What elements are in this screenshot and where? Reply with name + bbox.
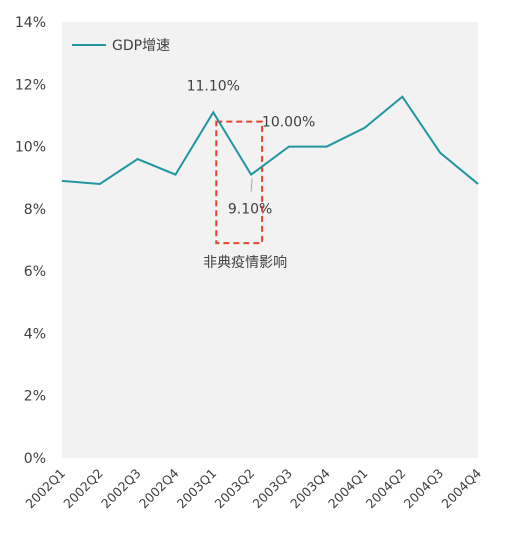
y-tick-label: 2%: [24, 389, 46, 405]
y-tick-label: 10%: [15, 140, 46, 156]
x-tick-label: 2002Q3: [98, 466, 144, 512]
x-tick-label: 2003Q4: [287, 465, 333, 511]
x-tick-label: 2003Q2: [212, 466, 258, 512]
x-tick-label: 2002Q2: [60, 466, 106, 512]
plot-area: [62, 22, 478, 458]
x-tick-label: 2002Q4: [136, 465, 182, 511]
y-tick-label: 12%: [15, 77, 46, 93]
data-point: [173, 173, 177, 177]
data-point: [249, 173, 253, 177]
y-tick-label: 4%: [24, 326, 46, 342]
x-tick-label: 2002Q1: [22, 466, 68, 512]
data-point: [211, 110, 215, 114]
x-tick-label: 2004Q4: [438, 465, 484, 511]
x-tick-label: 2004Q3: [401, 466, 447, 512]
y-tick-label: 14%: [15, 15, 46, 31]
gdp-growth-line: [61, 95, 479, 185]
data-point: [476, 182, 480, 186]
annotation-9-10: 9.10%: [228, 202, 272, 218]
y-tick-label: 0%: [24, 451, 46, 467]
x-tick-label: 2003Q1: [174, 466, 220, 512]
x-tick-label: 2003Q3: [249, 466, 295, 512]
data-point: [400, 95, 404, 99]
annotation-sars-impact: 非典疫情影响: [203, 255, 287, 271]
y-tick-label: 8%: [24, 202, 46, 218]
legend-label: GDP增速: [112, 38, 170, 54]
y-tick-label: 6%: [24, 264, 46, 280]
annotation-10-00: 10.00%: [262, 115, 315, 131]
data-point: [363, 126, 367, 130]
annotation-11-10: 11.10%: [187, 78, 240, 94]
x-tick-label: 2004Q1: [325, 466, 371, 512]
data-point: [438, 151, 442, 155]
data-point: [98, 182, 102, 186]
legend: GDP增速: [72, 38, 170, 54]
epidemic-highlight-box: [215, 120, 264, 245]
data-point: [136, 157, 140, 161]
data-point: [287, 145, 291, 149]
data-point: [325, 145, 329, 149]
x-tick-label: 2004Q2: [363, 466, 409, 512]
annotation-leader-line: [250, 178, 253, 192]
data-point: [60, 179, 64, 183]
